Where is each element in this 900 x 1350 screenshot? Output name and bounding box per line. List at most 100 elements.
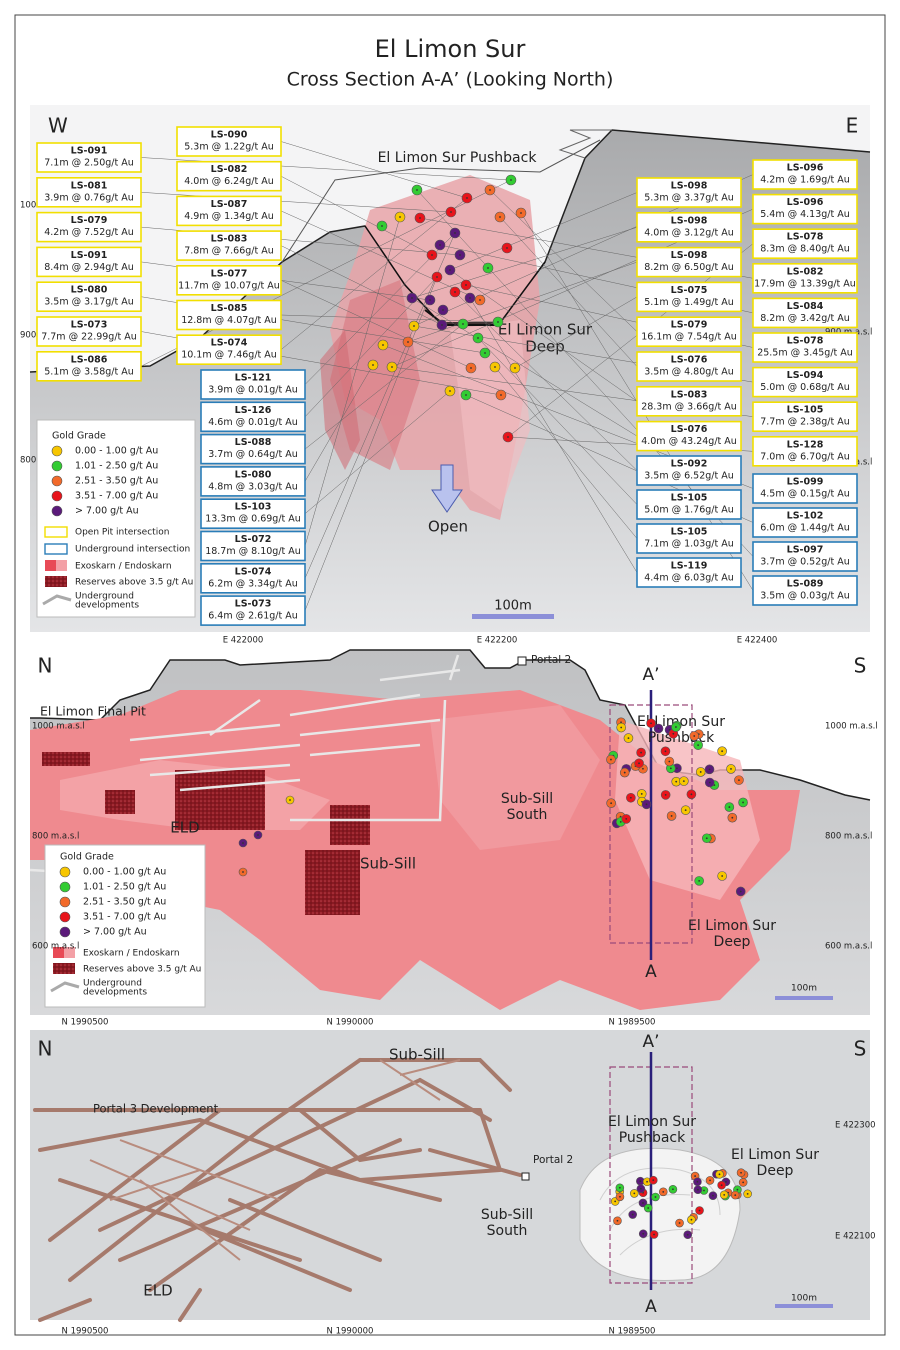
label: Portal 2 bbox=[531, 654, 571, 666]
plan-content: N S A’ A Sub-Sill Portal 3 Development Portal … bbox=[38, 1032, 876, 1337]
drill-center bbox=[731, 816, 734, 819]
legend-swatch bbox=[45, 576, 67, 587]
callout-box bbox=[752, 262, 858, 294]
drill-center bbox=[469, 297, 471, 299]
label: 0.00 - 1.00 g/t Au bbox=[83, 867, 166, 878]
drill-center bbox=[652, 1179, 655, 1182]
drill-center bbox=[416, 189, 418, 191]
drill-center bbox=[616, 1219, 619, 1222]
callout-box bbox=[36, 246, 142, 278]
drill-center bbox=[610, 802, 613, 805]
drill-center bbox=[450, 211, 452, 213]
label: El Limon Sur bbox=[608, 1114, 696, 1130]
label: E 422400 bbox=[737, 636, 778, 646]
drill-center bbox=[431, 254, 433, 256]
label: El Limon Final Pit bbox=[40, 704, 146, 719]
intercept: 3.9m @ 0.01g/t Au bbox=[208, 385, 298, 396]
intercept: 4.2m @ 7.52g/t Au bbox=[44, 227, 134, 238]
hole-id: LS-080 bbox=[71, 285, 108, 296]
reserve-block bbox=[42, 752, 90, 766]
label: El Limon Sur bbox=[731, 1147, 819, 1163]
outer-border bbox=[14, 14, 886, 1336]
drill-center bbox=[625, 817, 628, 820]
callout-box bbox=[752, 541, 858, 572]
drill-center bbox=[242, 871, 244, 873]
label: El Limon Sur bbox=[688, 918, 776, 934]
drill-center bbox=[429, 299, 431, 301]
hole-id: LS-082 bbox=[787, 266, 824, 277]
drill-center bbox=[675, 780, 678, 783]
hole-id: LS-075 bbox=[671, 285, 708, 296]
label: > 7.00 g/t Au bbox=[83, 927, 147, 938]
leader-line bbox=[280, 245, 443, 326]
label: 100m bbox=[791, 984, 817, 994]
drill-center bbox=[739, 890, 742, 893]
legend-swatch bbox=[51, 460, 63, 472]
leader-line bbox=[489, 189, 638, 332]
label: developments bbox=[83, 988, 147, 998]
legend-swatch bbox=[53, 947, 64, 958]
callout-box bbox=[176, 264, 282, 296]
callout-box bbox=[200, 562, 306, 594]
drill-center bbox=[647, 1207, 650, 1209]
label: N 1989500 bbox=[609, 1327, 656, 1337]
leader-line bbox=[304, 276, 438, 611]
legend-swatch bbox=[59, 866, 71, 878]
label: Sub-Sill bbox=[360, 855, 416, 873]
callout-box bbox=[176, 230, 282, 261]
label: 600 m.a.s.l bbox=[32, 942, 79, 952]
callout-box bbox=[176, 126, 282, 157]
intercept: 5.0m @ 0.68g/t Au bbox=[760, 382, 850, 393]
leader-line bbox=[304, 232, 456, 579]
drill-center bbox=[372, 364, 374, 366]
hole-id: LS-076 bbox=[671, 355, 708, 366]
label: Exoskarn / Endoskarn bbox=[75, 562, 172, 572]
drill-center bbox=[690, 1218, 693, 1221]
intercept: 5.4m @ 4.13g/t Au bbox=[760, 209, 850, 220]
drill-center bbox=[610, 758, 612, 761]
legend-swatch bbox=[44, 543, 68, 555]
hole-id: LS-079 bbox=[71, 215, 108, 226]
drill-center bbox=[381, 225, 383, 227]
callout-box bbox=[636, 420, 742, 452]
label: El Limon Sur bbox=[498, 321, 593, 339]
hole-id: LS-083 bbox=[211, 234, 248, 245]
drill-center bbox=[712, 1194, 714, 1197]
drill-center bbox=[650, 722, 652, 725]
reserve-block bbox=[305, 850, 360, 915]
callout-box bbox=[752, 401, 858, 433]
intercept: 7.1m @ 2.50g/t Au bbox=[44, 158, 134, 169]
drill-center bbox=[633, 1192, 636, 1195]
drill-center bbox=[730, 768, 732, 770]
hole-id: LS-098 bbox=[671, 215, 708, 226]
hole-id: LS-073 bbox=[71, 320, 108, 331]
hole-id: LS-105 bbox=[787, 405, 824, 416]
intercept: 8.2m @ 6.50g/t Au bbox=[644, 262, 734, 273]
leader-line bbox=[411, 227, 638, 299]
leader-line bbox=[280, 141, 468, 199]
legend-swatch bbox=[59, 896, 71, 908]
drill-center bbox=[514, 367, 516, 369]
label: 100m bbox=[494, 599, 531, 614]
intercept: 5.3m @ 1.22g/t Au bbox=[184, 142, 274, 153]
label: 100m bbox=[791, 1294, 817, 1304]
label: Reserves above 3.5 g/t Au bbox=[75, 578, 193, 588]
hole-id: LS-105 bbox=[671, 527, 708, 538]
hole-id: LS-085 bbox=[211, 303, 248, 314]
underground-developments bbox=[29, 654, 461, 877]
callout-box bbox=[200, 530, 306, 562]
drill-center bbox=[419, 217, 421, 219]
drill-center bbox=[500, 394, 502, 396]
label: W bbox=[48, 114, 68, 138]
intercept: 8.2m @ 3.42g/t Au bbox=[760, 313, 850, 324]
skarn-mass bbox=[430, 705, 600, 850]
label: 3.51 - 7.00 g/t Au bbox=[75, 491, 158, 502]
drill-center bbox=[709, 1179, 711, 1182]
label: E 422100 bbox=[835, 1232, 876, 1242]
hole-id: LS-080 bbox=[235, 469, 272, 480]
label: A’ bbox=[642, 665, 659, 685]
hole-id: LS-103 bbox=[235, 502, 272, 513]
intercept: 6.0m @ 1.44g/t Au bbox=[760, 523, 850, 534]
portal-icon bbox=[521, 1172, 530, 1181]
